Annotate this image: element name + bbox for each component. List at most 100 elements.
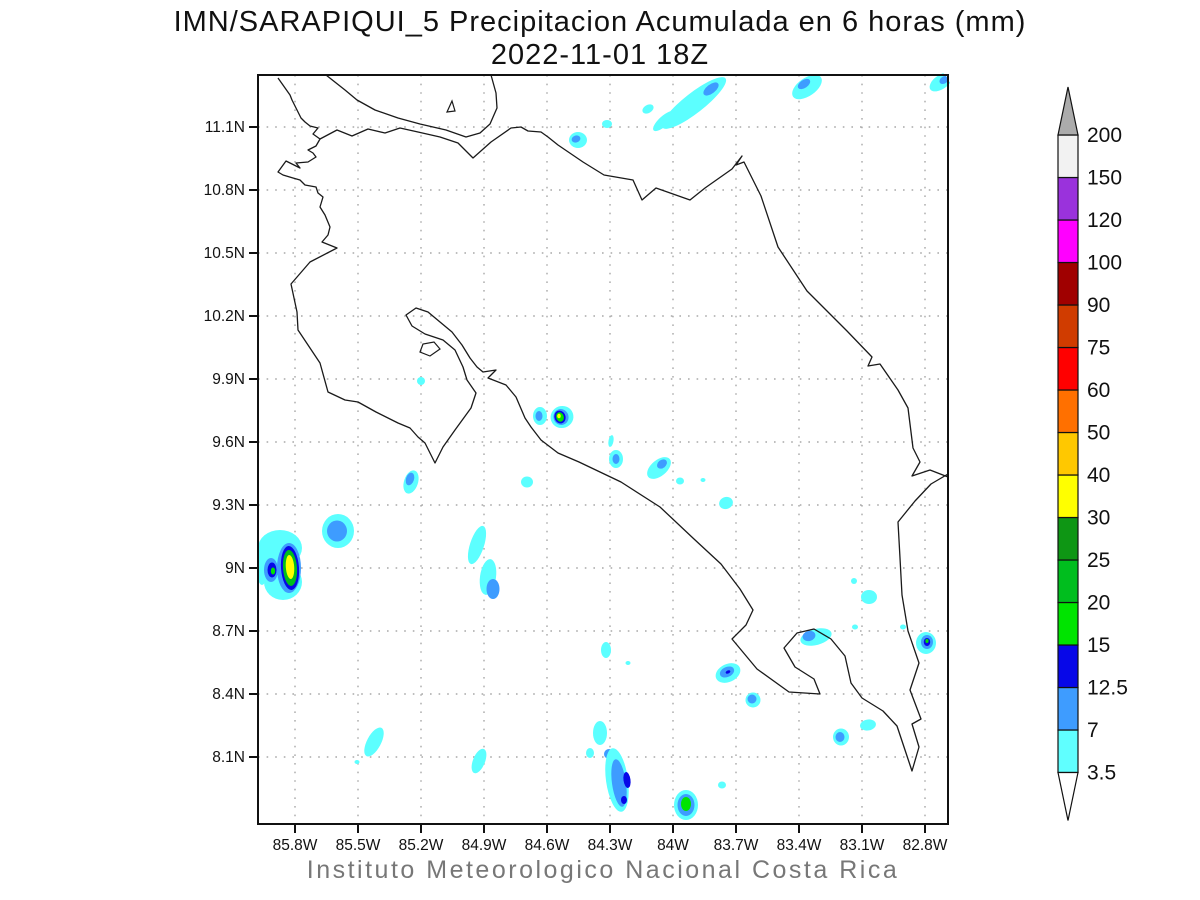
precip-blob	[521, 476, 533, 488]
precip-blob	[925, 639, 929, 643]
colorbar-segment	[1057, 729, 1079, 774]
axis-tick-label: 10.5N	[204, 245, 245, 262]
colorbar-segment	[1057, 601, 1079, 646]
precip-blob	[354, 760, 360, 764]
colorbar-label: 200	[1087, 124, 1122, 147]
precip-blob	[327, 520, 347, 542]
colorbar-segment	[1057, 431, 1079, 476]
precip-blob	[417, 377, 425, 385]
axis-tick-label: 84.6W	[525, 837, 570, 854]
island-outline	[419, 341, 441, 357]
colorbar-label: 7	[1087, 719, 1099, 742]
precip-blob	[797, 78, 811, 90]
axis-tick-label: 9.3N	[212, 497, 245, 514]
precip-blob	[653, 110, 675, 132]
map-subtitle: 2022-11-01 18Z	[490, 39, 710, 71]
precip-blob	[623, 772, 631, 788]
colorbar-label: 120	[1087, 209, 1122, 232]
precip-blob	[851, 578, 857, 584]
precip-blob	[802, 630, 816, 642]
colorbar-label: 60	[1087, 379, 1110, 402]
precip-blob	[486, 579, 500, 599]
axis-tick-label: 9.6N	[212, 434, 245, 451]
precip-blob	[593, 721, 607, 745]
precip-blob	[747, 694, 757, 704]
map-caption: Instituto Meteorologico Nacional Costa R…	[306, 856, 900, 884]
precip-blob	[792, 74, 822, 100]
colorbar-segment	[1057, 346, 1079, 391]
precip-blob	[270, 567, 276, 575]
axis-tick-label: 84W	[657, 837, 689, 854]
colorbar-label: 75	[1087, 337, 1110, 360]
precip-blob	[611, 759, 627, 807]
colorbar-arrow-bottom	[1057, 771, 1079, 821]
axis-tick-label: 8.1N	[212, 749, 245, 766]
precip-blob	[612, 454, 620, 464]
precip-blob	[586, 748, 594, 758]
precip-blob	[467, 525, 487, 565]
colorbar-segment	[1057, 389, 1079, 434]
axis-tick-label: 85.5W	[336, 837, 381, 854]
colorbar-label: 25	[1087, 549, 1110, 572]
precip-blob	[602, 120, 612, 128]
colorbar-segment	[1057, 304, 1079, 349]
colorbar-label: 40	[1087, 464, 1110, 487]
precip-blob	[852, 624, 858, 630]
coastline-path	[319, 126, 948, 478]
precip-blob	[571, 135, 581, 143]
colorbar-segment	[1057, 134, 1079, 179]
axis-tick-label: 85.2W	[399, 837, 444, 854]
precip-blob	[860, 719, 876, 731]
colorbar-label: 20	[1087, 592, 1110, 615]
precip-blob	[700, 478, 706, 482]
precip-blob	[725, 670, 731, 674]
axis-tick-label: 10.2N	[204, 308, 245, 325]
precip-blob	[861, 590, 877, 604]
precip-blob	[900, 624, 906, 630]
colorbar-label: 3.5	[1087, 762, 1116, 785]
precip-blob	[364, 727, 384, 757]
precip-blob	[601, 642, 611, 658]
axis-tick-label: 84.9W	[462, 837, 507, 854]
colorbar-segment	[1057, 644, 1079, 689]
precip-blob	[625, 661, 631, 665]
precip-blob	[703, 82, 719, 96]
colorbar-segment	[1057, 474, 1079, 519]
island-outline	[446, 99, 456, 113]
coastline-path	[277, 77, 948, 772]
precip-blob	[285, 555, 295, 579]
colorbar-label: 100	[1087, 252, 1122, 275]
colorbar-arrow-top	[1057, 86, 1079, 136]
colorbar-segment	[1057, 261, 1079, 306]
precip-blob	[557, 413, 561, 419]
colorbar-label: 30	[1087, 507, 1110, 530]
precip-blob	[681, 797, 691, 811]
colorbar-label: 90	[1087, 294, 1110, 317]
precip-blob	[608, 435, 614, 447]
colorbar-segment	[1057, 176, 1079, 221]
colorbar-label: 50	[1087, 422, 1110, 445]
colorbar-segment	[1057, 559, 1079, 604]
precip-blob	[719, 496, 733, 510]
map-title: IMN/SARAPIQUI_5 Precipitacion Acumulada …	[173, 6, 1027, 38]
axis-tick-label: 83.1W	[840, 837, 885, 854]
axis-tick-label: 10.8N	[204, 182, 245, 199]
colorbar-segment	[1057, 219, 1079, 264]
precip-blob	[405, 472, 415, 486]
precip-blob	[661, 77, 727, 129]
colorbar-label: 150	[1087, 167, 1122, 190]
colorbar-label: 15	[1087, 634, 1110, 657]
precip-blob	[621, 796, 627, 804]
precip-blob	[535, 411, 543, 421]
axis-tick-label: 8.4N	[212, 686, 245, 703]
precip-blob	[718, 781, 726, 789]
coastline-path	[325, 75, 498, 138]
axis-tick-label: 9.9N	[212, 371, 245, 388]
colorbar-segment	[1057, 686, 1079, 731]
axis-tick-label: 82.8W	[903, 837, 948, 854]
precip-blob	[471, 748, 487, 774]
axis-tick-label: 83.7W	[714, 837, 759, 854]
precip-blob	[657, 459, 667, 469]
